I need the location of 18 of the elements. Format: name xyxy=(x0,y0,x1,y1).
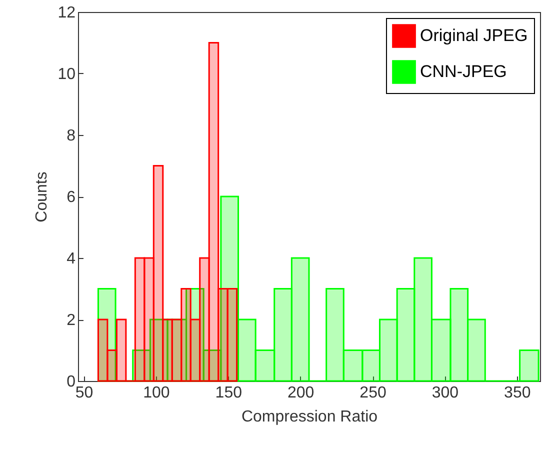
x-tick-label: 150 xyxy=(215,384,242,402)
legend-label: CNN-JPEG xyxy=(420,62,507,81)
x-axis-title: Compression Ratio xyxy=(241,408,378,426)
y-tick-label: 10 xyxy=(58,66,76,83)
y-tick-label: 12 xyxy=(58,4,76,22)
x-tick-label: 300 xyxy=(432,384,459,402)
y-tick-label: 4 xyxy=(66,250,76,268)
y-tick-label: 0 xyxy=(66,374,76,390)
y-axis-title: Counts xyxy=(34,172,51,222)
x-tick-label: 250 xyxy=(360,384,386,402)
x-tick-label: 100 xyxy=(143,384,170,402)
y-tick-label: 2 xyxy=(66,312,76,329)
y-tick-label: 6 xyxy=(66,189,76,206)
y-tick-label: 8 xyxy=(66,128,76,144)
x-tick-label: 200 xyxy=(287,384,314,402)
legend-label: Original JPEG xyxy=(420,26,528,45)
x-tick-label: 50 xyxy=(75,384,94,402)
x-tick-label: 350 xyxy=(504,384,531,402)
